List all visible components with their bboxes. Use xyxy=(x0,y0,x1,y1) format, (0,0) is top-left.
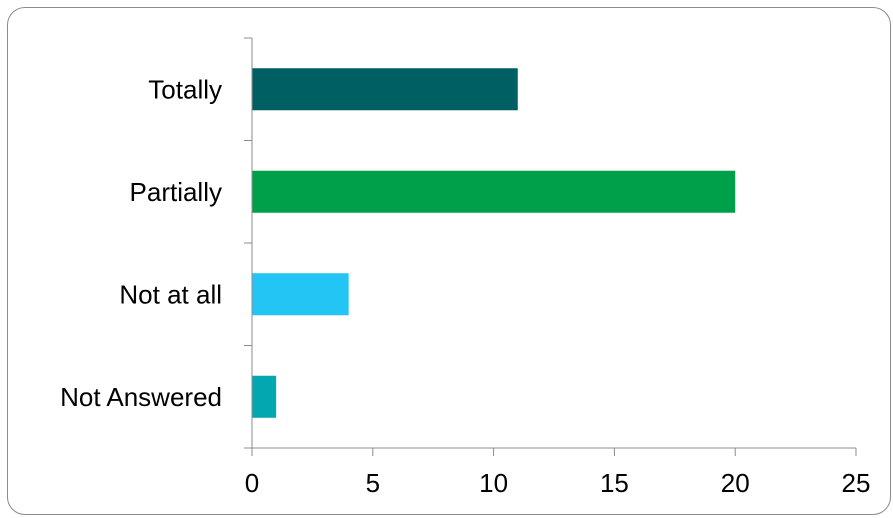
category-label: Not at all xyxy=(119,279,222,309)
category-label: Totally xyxy=(148,74,222,104)
x-tick-label: 25 xyxy=(842,468,871,498)
bar-not-answered xyxy=(252,375,277,418)
x-tick-label: 20 xyxy=(721,468,750,498)
bar-partially xyxy=(252,170,736,213)
x-tick-label: 0 xyxy=(245,468,259,498)
x-tick-label: 15 xyxy=(600,468,629,498)
x-tick-label: 5 xyxy=(366,468,380,498)
axes-group xyxy=(244,37,857,456)
category-label: Partially xyxy=(130,177,222,207)
x-tick-label: 10 xyxy=(479,468,508,498)
bar-not-at-all xyxy=(252,273,349,316)
category-label: Not Answered xyxy=(60,382,222,412)
bar-totally xyxy=(252,68,518,111)
bars-group xyxy=(252,68,736,418)
labels-group: Totally Partially Not at all Not Answered 0 5… xyxy=(60,74,870,498)
